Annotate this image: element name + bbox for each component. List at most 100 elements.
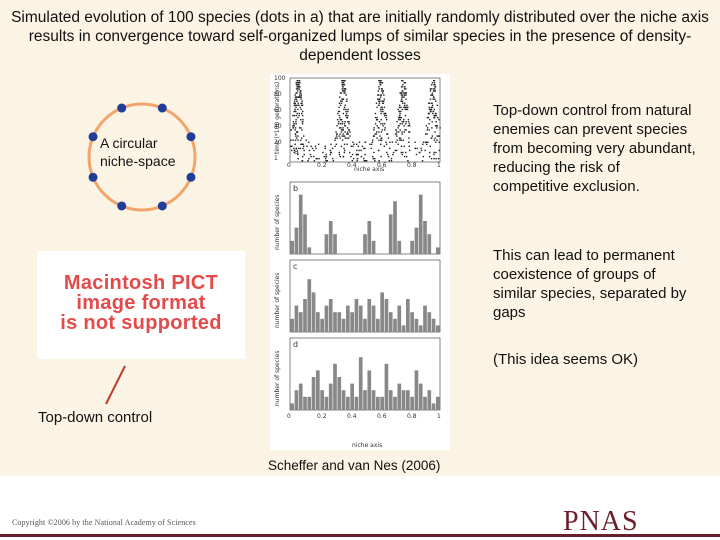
raster-point	[387, 155, 390, 158]
raster-point	[407, 118, 410, 121]
panel-letter: d	[293, 340, 298, 349]
raster-point	[381, 88, 383, 90]
species-dot	[88, 172, 98, 182]
raster-point	[337, 123, 340, 125]
raster-point	[317, 143, 320, 145]
raster-point	[431, 135, 434, 137]
histogram-bar	[393, 201, 397, 254]
raster-point	[355, 143, 358, 145]
raster-point	[293, 102, 295, 104]
raster-point	[349, 135, 351, 137]
raster-point	[338, 121, 340, 123]
raster-point	[335, 143, 338, 145]
raster-point	[300, 139, 302, 141]
histogram-bar	[337, 312, 342, 332]
raster-point	[363, 147, 365, 150]
raster-point	[376, 131, 378, 133]
raster-point	[433, 80, 436, 82]
histogram-bar	[406, 390, 410, 410]
raster-point	[376, 125, 378, 127]
raster-point	[435, 151, 437, 154]
raster-point	[428, 108, 431, 111]
raster-point	[400, 92, 403, 94]
panel-d-xlabel: niche axis	[352, 442, 382, 449]
raster-point	[407, 106, 409, 109]
histogram-bar	[418, 325, 423, 332]
x-tick-label: 0.2	[317, 162, 327, 169]
raster-point	[433, 114, 435, 117]
raster-point	[294, 108, 296, 111]
raster-point	[297, 153, 299, 156]
raster-point	[346, 116, 349, 119]
raster-point	[385, 116, 387, 119]
text-opinion: (This idea seems OK)	[493, 351, 639, 368]
raster-point	[385, 118, 388, 121]
histogram-bar	[303, 396, 307, 410]
raster-point	[374, 157, 376, 160]
raster-point	[342, 86, 344, 88]
raster-point	[398, 106, 401, 109]
histogram-bar	[371, 305, 376, 332]
raster-point	[302, 145, 305, 148]
raster-point	[295, 121, 297, 123]
histogram-bar	[316, 312, 320, 332]
raster-point	[296, 86, 298, 88]
raster-point	[343, 149, 346, 152]
raster-point	[342, 98, 345, 100]
raster-point	[334, 139, 336, 141]
species-dot	[186, 172, 196, 182]
raster-point	[398, 104, 401, 107]
raster-point	[369, 143, 371, 145]
raster-point	[400, 98, 403, 100]
raster-point	[408, 137, 410, 139]
raster-point	[383, 114, 386, 117]
raster-point	[396, 139, 399, 141]
raster-point	[382, 125, 384, 127]
raster-point	[433, 139, 436, 141]
raster-point	[296, 90, 299, 92]
raster-point	[336, 137, 338, 139]
raster-point	[343, 88, 346, 90]
raster-point	[297, 116, 299, 119]
raster-point	[297, 147, 300, 150]
raster-point	[324, 157, 327, 160]
raster-point	[385, 141, 387, 143]
raster-point	[420, 147, 422, 150]
raster-point	[389, 141, 391, 143]
histogram-bar	[294, 227, 299, 254]
raster-point	[378, 104, 380, 107]
raster-point	[373, 129, 375, 131]
raster-point	[425, 143, 428, 145]
histogram-bar	[367, 221, 372, 254]
raster-point	[428, 106, 430, 109]
raster-point	[329, 149, 332, 152]
raster-point	[339, 133, 341, 135]
raster-point	[294, 143, 296, 145]
raster-point	[339, 92, 342, 94]
x-tick-label: 0.2	[317, 413, 327, 420]
raster-point	[401, 108, 404, 111]
raster-point	[382, 108, 384, 111]
raster-point	[342, 155, 344, 158]
raster-point	[330, 143, 332, 145]
raster-point	[301, 160, 303, 162]
pict-line-2: image format	[76, 292, 206, 314]
raster-point	[384, 123, 386, 125]
histogram-panel-d: d number of species	[274, 337, 441, 411]
raster-point	[297, 157, 299, 160]
raster-point	[386, 133, 388, 135]
raster-point	[344, 137, 347, 139]
raster-point	[402, 151, 404, 154]
raster-point	[404, 106, 407, 109]
raster-point	[397, 131, 400, 133]
raster-point	[313, 149, 315, 152]
raster-point	[290, 129, 292, 131]
raster-point	[351, 153, 354, 156]
raster-point	[298, 127, 301, 129]
raster-point	[408, 123, 411, 125]
raster-point	[404, 94, 406, 96]
raster-point	[308, 141, 310, 143]
raster-point	[340, 145, 343, 148]
raster-point	[295, 96, 297, 98]
raster-point	[353, 143, 355, 145]
